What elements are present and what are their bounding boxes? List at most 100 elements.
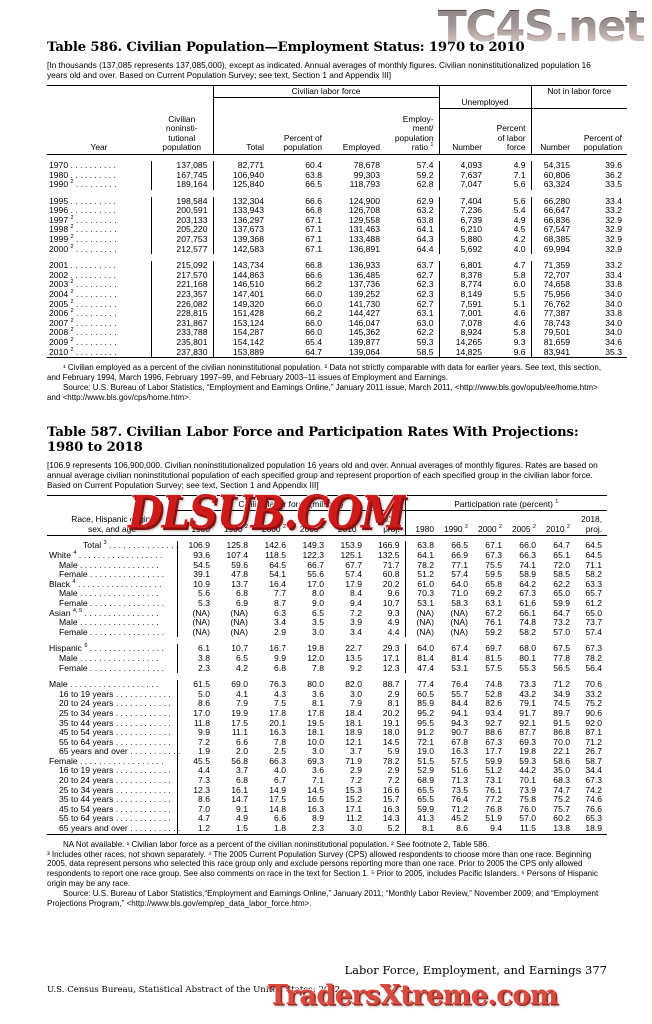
cell-participation-rate: 73.9 bbox=[519, 784, 537, 795]
table-row: Male . . . . . . . . . . . . . . . . . (… bbox=[47, 617, 607, 628]
cell-participation-rate: 51.5 bbox=[417, 755, 435, 766]
cell-nilf-number: 77,387 bbox=[530, 309, 576, 319]
cell-nilf-number: 54,315 bbox=[530, 160, 576, 171]
cell-labor-force: 47.8 bbox=[231, 569, 248, 580]
cell-labor-force: 16.5 bbox=[307, 794, 324, 805]
cell-participation-rate: 68.0 bbox=[519, 643, 537, 654]
cell-participation-rate: 75.5 bbox=[485, 559, 503, 570]
row-label-year: 2002 . . . . . . . . . . bbox=[47, 270, 152, 281]
cell-participation-rate: 58.5 bbox=[553, 569, 571, 580]
row-label-category: 45 to 54 years . . . . . . . . . . . . bbox=[47, 804, 178, 815]
cell-participation-rate: 65.0 bbox=[585, 607, 603, 618]
cell-labor-force: 3.0 bbox=[312, 746, 324, 757]
cell-labor-force: 1.8 bbox=[274, 823, 286, 834]
cell-participation-rate: 76.0 bbox=[519, 803, 537, 814]
table-row: 25 to 34 years . . . . . . . . . . . . 1… bbox=[47, 707, 607, 719]
cell-civilian-population: 223,357 bbox=[151, 289, 214, 300]
cell-employed: 139,252 bbox=[348, 289, 380, 300]
cell-labor-force: 132.5 bbox=[367, 550, 406, 561]
span-unemployed: Unemployed bbox=[438, 97, 532, 110]
row-label-category: Black 4 . . . . . . . . . . . . . . . . … bbox=[47, 579, 178, 590]
cell-participation-rate: 95.2 bbox=[417, 707, 435, 718]
cell-employed: 124,900 bbox=[348, 195, 380, 206]
cell-labor-force: 15.2 bbox=[345, 794, 362, 805]
cell-participation-rate: 67.8 bbox=[451, 736, 469, 747]
row-label-category: Female . . . . . . . . . . . . . . . . bbox=[47, 598, 178, 609]
cell-civilian-population: 212,577 bbox=[151, 244, 214, 255]
cell-labor-force: 2.3 bbox=[312, 823, 324, 834]
cell-labor-force: 88.7 bbox=[367, 680, 406, 690]
cell-participation-rate: 74.7 bbox=[553, 784, 571, 795]
cell-employment-ratio: 62.7 bbox=[416, 269, 434, 280]
cell-participation-rate: 69.7 bbox=[485, 643, 503, 654]
cell-labor-force: 5.2 bbox=[367, 823, 406, 835]
cell-unemployed-number: 7,236 bbox=[438, 206, 488, 216]
cell-participation-rate: 57.5 bbox=[451, 755, 469, 766]
row-label-year: 1990 2 . . . . . . . . . bbox=[47, 179, 152, 190]
table-587-headnote: [106.9 represents 106,900,000. Civilian … bbox=[47, 459, 598, 491]
cell-percent-population: 66.8 bbox=[305, 205, 322, 216]
cell-labor-force: 14.5 bbox=[307, 784, 324, 795]
cell-labor-force: 8.9 bbox=[312, 813, 324, 824]
cell-participation-rate: 73.7 bbox=[585, 617, 603, 628]
cell-employment-ratio: 58.5 bbox=[416, 346, 434, 357]
cell-labor-force: 76.3 bbox=[269, 679, 286, 690]
cell-labor-force: 16.3 bbox=[367, 804, 406, 815]
cell-participation-rate: 90.7 bbox=[451, 727, 469, 738]
cell-employment-ratio: 64.4 bbox=[416, 243, 434, 254]
table-586-footnote-1: ¹ Civilian employed as a percent of the … bbox=[47, 363, 602, 383]
cell-participation-rate: 88.6 bbox=[485, 727, 503, 738]
table-row: 65 years and over . . . . . . . . . . . … bbox=[47, 746, 607, 757]
cell-participation-rate: 19.8 bbox=[519, 746, 537, 757]
cell-labor-force: 19.5 bbox=[307, 717, 324, 728]
cell-total: 153,889 bbox=[232, 346, 264, 357]
cell-percent-population: 66.6 bbox=[305, 195, 322, 206]
cell-unemployed-number: 5,880 bbox=[438, 234, 488, 245]
cell-labor-force: 9.9 bbox=[198, 727, 210, 738]
cell-labor-force: 17.9 bbox=[345, 578, 362, 589]
col-lf-2005: 2005 2 bbox=[291, 510, 329, 537]
cell-labor-force: 16.7 bbox=[269, 643, 286, 654]
cell-participation-rate: 76.6 bbox=[585, 803, 603, 814]
cell-labor-force: 54.1 bbox=[269, 569, 286, 580]
cell-total: 142,583 bbox=[232, 243, 264, 254]
cell-labor-force: 17.8 bbox=[269, 707, 286, 718]
cell-participation-rate: 59.3 bbox=[519, 755, 537, 766]
cell-labor-force: 5.0 bbox=[198, 688, 210, 699]
cell-unemployed-percent: 5.8 bbox=[513, 269, 526, 280]
col-lf-1980: 1980 bbox=[177, 510, 215, 537]
cell-percent-population: 66.8 bbox=[305, 260, 322, 271]
cell-employment-ratio: 62.3 bbox=[416, 289, 434, 300]
cell-participation-rate: 57.0 bbox=[519, 813, 537, 824]
cell-participation-rate: 53.1 bbox=[417, 597, 435, 608]
cell-labor-force: 142.6 bbox=[264, 540, 286, 551]
cell-participation-rate: 79.1 bbox=[519, 698, 537, 709]
table-row: 2006 2 . . . . . . . . . 228,815 151,428 6… bbox=[47, 308, 627, 319]
span-not-in-labor-force: Not in labor force bbox=[530, 84, 628, 98]
cell-labor-force: 2.0 bbox=[236, 746, 248, 757]
table-586-header-row-3: Year Civilian noninsti-tutional population… bbox=[47, 108, 628, 155]
span-civilian-labor-force: Civilian labor force bbox=[213, 84, 440, 98]
table-row: 2005 2 . . . . . . . . . 226,082 149,320 6… bbox=[47, 299, 627, 310]
col-rate-2000: 2000 2 bbox=[473, 510, 508, 537]
cell-unemployed-percent: 4.2 bbox=[513, 234, 526, 245]
table-row: 35 to 44 years . . . . . . . . . . . . 1… bbox=[47, 717, 607, 729]
cell-labor-force: 66.3 bbox=[269, 755, 286, 766]
cell-total: 133,943 bbox=[232, 205, 264, 216]
table-row: Male . . . . . . . . . . . . . . . . . 5… bbox=[47, 589, 607, 599]
cell-participation-rate: 90.6 bbox=[585, 707, 603, 718]
cell-participation-rate: 70.0 bbox=[553, 736, 571, 747]
cell-employment-ratio: 63.7 bbox=[416, 260, 434, 271]
col-unemployed-percent: Percent of labor force bbox=[487, 108, 532, 155]
cell-labor-force: 2.9 bbox=[350, 765, 362, 776]
table-row: 1996 . . . . . . . . . . 200,591 133,943 6… bbox=[47, 205, 627, 216]
cell-labor-force: 3.7 bbox=[236, 765, 248, 776]
cell-participation-rate: 51.9 bbox=[485, 813, 503, 824]
cell-civilian-population: 231,867 bbox=[151, 318, 214, 329]
cell-participation-rate: 66.5 bbox=[451, 540, 469, 551]
cell-participation-rate: (NA) bbox=[450, 626, 469, 637]
row-label-category: 45 to 54 years . . . . . . . . . . . . bbox=[47, 727, 178, 738]
cell-nilf-percent: 35.3 bbox=[605, 346, 623, 357]
cell-participation-rate: 70.3 bbox=[417, 588, 435, 599]
